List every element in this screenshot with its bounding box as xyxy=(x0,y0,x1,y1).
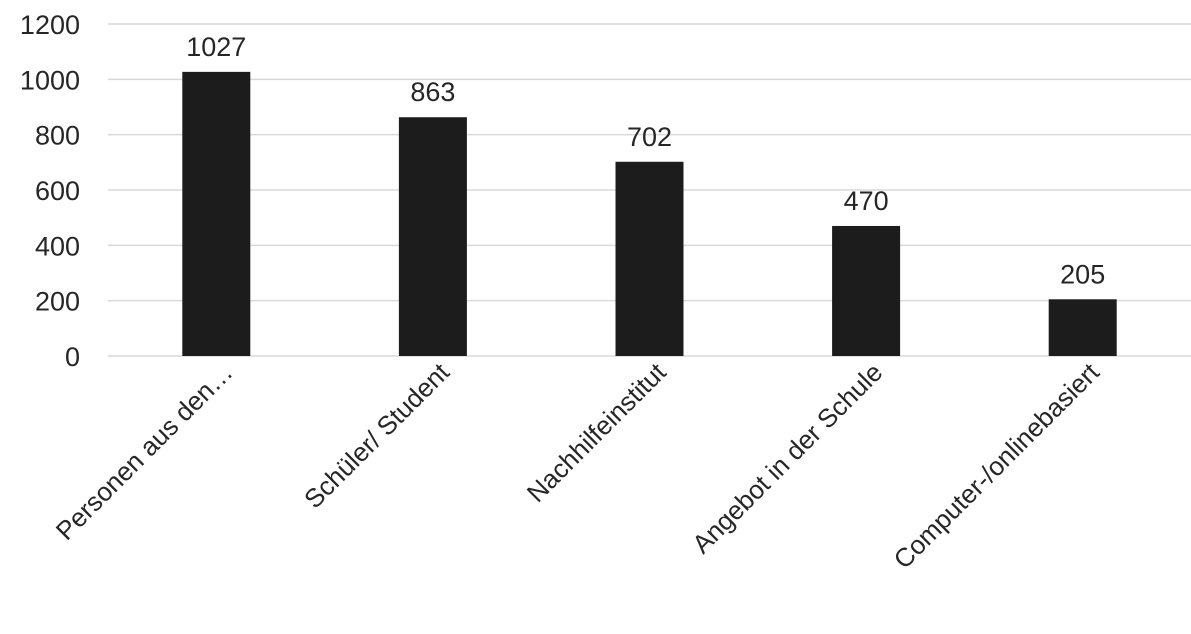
bars xyxy=(182,71,1117,356)
category-label: Schüler/ Student xyxy=(298,356,456,514)
category-label: Personen aus den… xyxy=(50,357,239,546)
data-labels: 1027 863 702 470 205 xyxy=(186,32,1105,289)
y-tick-label: 800 xyxy=(35,121,80,151)
data-label: 863 xyxy=(410,77,455,107)
category-label: Computer-/onlinebasiert xyxy=(888,356,1106,574)
y-tick-label: 600 xyxy=(35,176,80,206)
category-label: Angebot in der Schule xyxy=(686,357,888,559)
category-label: Nachhilfeinstitut xyxy=(521,356,673,508)
data-label: 702 xyxy=(627,122,672,152)
bar xyxy=(398,117,467,356)
bar xyxy=(182,71,251,356)
y-tick-label: 0 xyxy=(65,342,80,372)
category-labels: Personen aus den… Schüler/ Student Nachhil… xyxy=(50,356,1106,574)
y-tick-label: 1200 xyxy=(20,10,80,40)
y-axis-tick-labels: 0 200 400 600 800 1000 1200 xyxy=(20,10,80,372)
data-label: 1027 xyxy=(186,32,246,62)
y-tick-label: 200 xyxy=(35,287,80,317)
bar xyxy=(1048,299,1117,356)
data-label: 470 xyxy=(844,186,889,216)
bar xyxy=(832,225,901,356)
y-tick-label: 400 xyxy=(35,231,80,261)
data-label: 205 xyxy=(1060,259,1105,289)
y-tick-label: 1000 xyxy=(20,65,80,95)
bar xyxy=(615,161,684,356)
